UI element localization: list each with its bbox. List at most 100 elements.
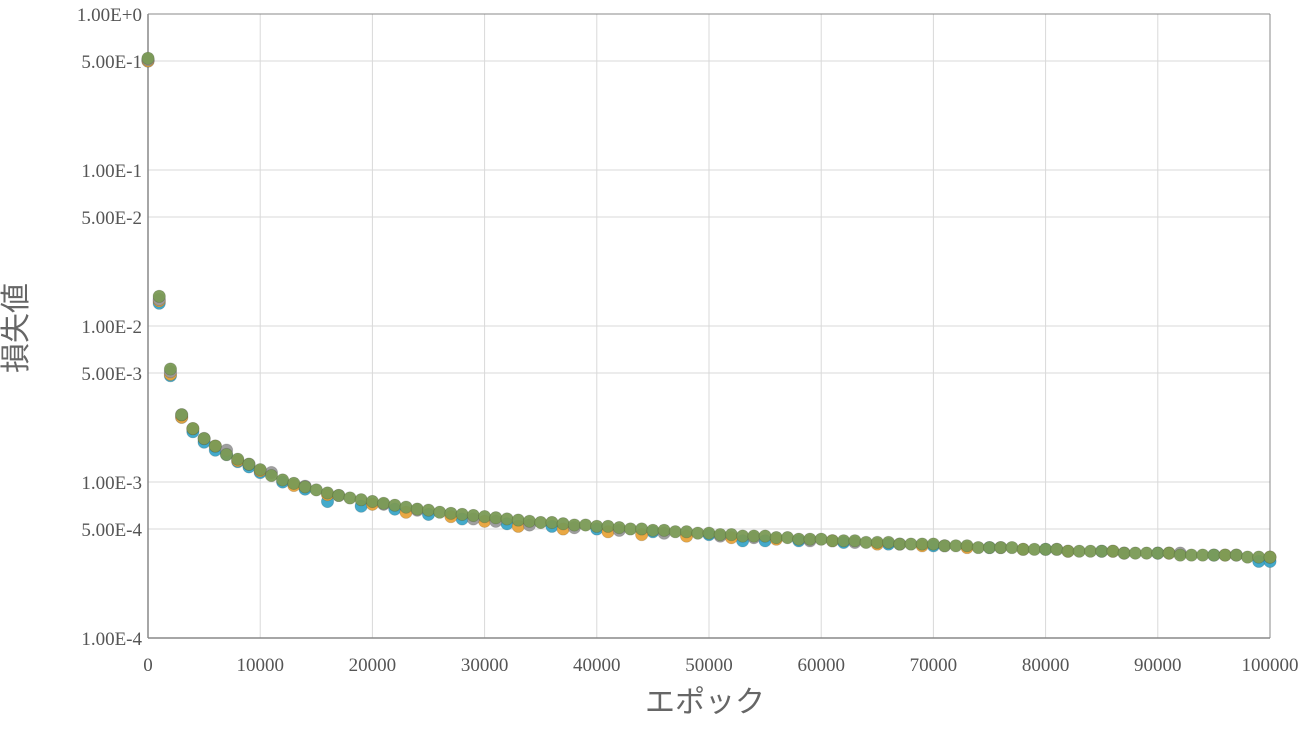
data-point <box>747 529 761 543</box>
data-point <box>792 532 806 546</box>
data-point <box>679 525 694 539</box>
data-point <box>1005 540 1019 555</box>
data-point <box>758 529 772 543</box>
y-tick-label: 1.00E+0 <box>77 5 142 26</box>
data-point <box>1207 548 1221 562</box>
data-point <box>489 511 503 525</box>
data-point <box>1039 542 1053 556</box>
data-point <box>724 528 739 542</box>
x-tick-label: 70000 <box>910 655 958 676</box>
data-point <box>612 521 626 535</box>
data-point <box>466 508 480 523</box>
y-tick-label: 5.00E-3 <box>81 364 142 385</box>
data-point <box>893 537 907 551</box>
data-point <box>803 532 817 546</box>
data-point <box>1072 544 1086 558</box>
data-point <box>1218 548 1232 562</box>
data-point <box>332 488 346 503</box>
data-point <box>837 534 851 548</box>
data-point <box>780 531 795 545</box>
data-point <box>1252 550 1266 564</box>
y-tick-label: 5.00E-2 <box>81 208 142 229</box>
data-point <box>1027 542 1041 556</box>
data-point <box>320 486 335 500</box>
data-point <box>635 522 649 536</box>
data-point <box>253 463 267 477</box>
data-point <box>971 540 985 555</box>
data-point <box>668 525 682 539</box>
data-point <box>298 480 312 494</box>
data-point <box>1240 550 1255 564</box>
data-point <box>534 515 548 530</box>
data-point <box>208 439 222 453</box>
data-point <box>825 534 840 548</box>
data-point <box>1095 544 1109 558</box>
data-point <box>1016 542 1030 556</box>
x-tick-label: 50000 <box>685 655 733 676</box>
data-point <box>960 539 974 553</box>
data-point <box>736 529 750 543</box>
data-point <box>1263 550 1277 564</box>
gridlines <box>147 13 1271 639</box>
data-point <box>926 537 941 551</box>
data-point <box>1151 546 1165 560</box>
x-tick-label: 40000 <box>573 655 621 676</box>
data-point <box>848 534 862 548</box>
x-tick-label: 20000 <box>349 655 397 676</box>
data-point <box>163 362 178 376</box>
data-point <box>444 506 458 520</box>
data-point <box>175 408 189 422</box>
data-point <box>522 514 537 528</box>
data-point <box>1128 546 1142 560</box>
y-tick-label: 1.00E-3 <box>81 473 142 494</box>
data-point <box>646 523 660 537</box>
data-point <box>141 51 155 65</box>
data-point <box>657 523 671 537</box>
data-point <box>377 496 391 510</box>
data-point <box>578 518 593 532</box>
data-point <box>152 289 166 303</box>
data-point <box>769 531 783 545</box>
data-point <box>287 476 301 490</box>
data-point <box>623 522 638 536</box>
data-point <box>511 513 525 527</box>
x-tick-label: 100000 <box>1242 655 1299 676</box>
data-point <box>556 517 570 531</box>
data-point <box>186 421 200 436</box>
data-point <box>1196 548 1210 562</box>
data-point <box>691 526 705 540</box>
data-point <box>242 457 256 471</box>
data-point <box>309 483 323 497</box>
data-point <box>410 502 424 516</box>
data-point <box>477 510 492 524</box>
y-tick-label: 1.00E-4 <box>81 629 142 650</box>
data-point <box>1184 548 1199 562</box>
data-point <box>433 505 447 519</box>
data-point <box>601 519 615 533</box>
data-point <box>219 447 234 462</box>
data-point <box>276 473 290 487</box>
data-point <box>1050 542 1064 556</box>
data-point <box>1061 544 1075 558</box>
data-point <box>1173 548 1187 562</box>
data-point <box>814 532 828 546</box>
data-point <box>590 519 604 533</box>
data-point <box>365 494 379 509</box>
data-point <box>1083 544 1098 558</box>
data-point <box>1162 546 1176 560</box>
x-tick-label: 60000 <box>797 655 845 676</box>
data-point <box>231 452 245 466</box>
data-point <box>399 500 413 514</box>
data-point <box>421 503 436 517</box>
axes <box>147 13 1271 639</box>
data-point <box>197 431 211 446</box>
data-point <box>500 512 514 526</box>
data-points <box>141 51 1277 568</box>
x-tick-label: 30000 <box>461 655 509 676</box>
x-axis-title: エポック <box>645 685 765 720</box>
x-tick-label: 0 <box>143 655 153 676</box>
data-point <box>938 539 952 553</box>
y-tick-label: 1.00E-2 <box>81 317 142 338</box>
data-point <box>354 493 368 507</box>
